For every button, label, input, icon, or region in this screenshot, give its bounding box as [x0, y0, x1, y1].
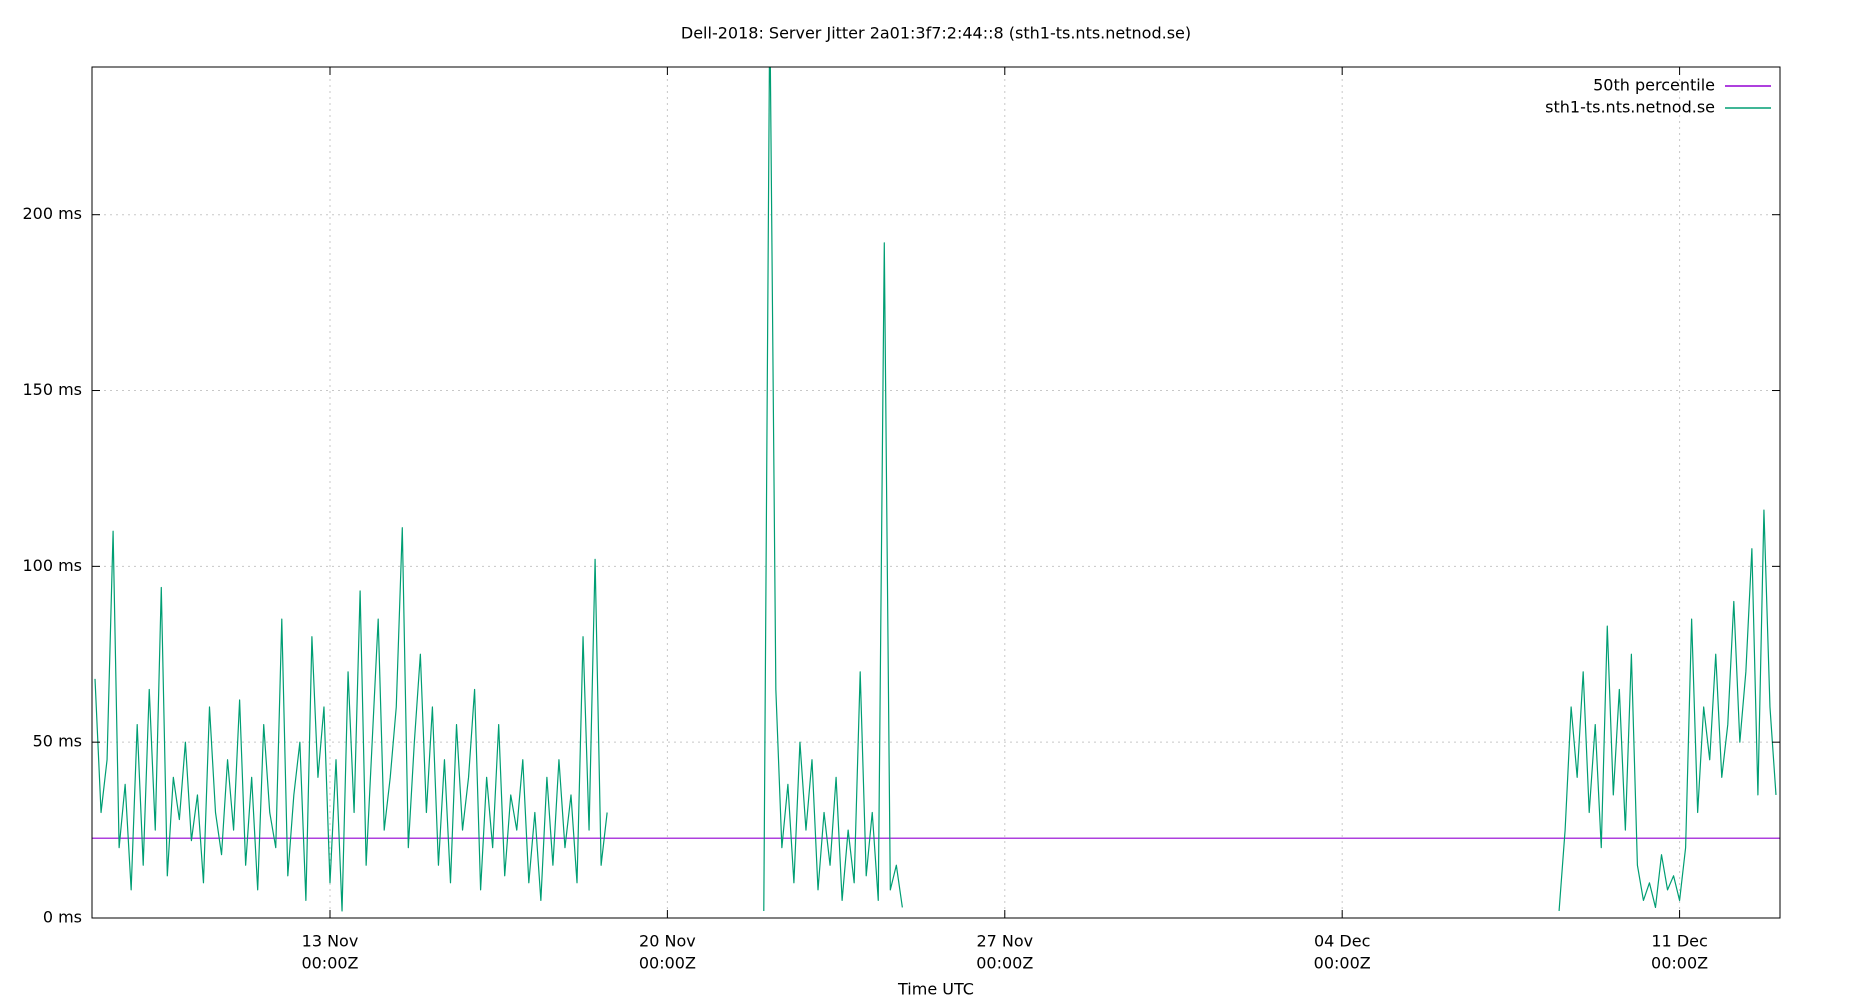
x-tick-label: 27 Nov [976, 932, 1033, 951]
legend-label: sth1-ts.nts.netnod.se [1545, 98, 1715, 117]
x-tick-label: 04 Dec [1314, 932, 1370, 951]
y-tick-label: 200 ms [22, 204, 82, 223]
x-axis-title: Time UTC [897, 980, 974, 999]
chart-title: Dell-2018: Server Jitter 2a01:3f7:2:44::… [681, 24, 1191, 43]
x-tick-label: 00:00Z [1314, 954, 1371, 973]
x-tick-label: 00:00Z [1651, 954, 1708, 973]
x-tick-label: 11 Dec [1651, 932, 1707, 951]
plot-frame [91, 66, 1781, 919]
x-tick-label: 13 Nov [302, 932, 359, 951]
series-line [94, 67, 1777, 912]
x-tick-label: 00:00Z [639, 954, 696, 973]
x-tick-label: 00:00Z [301, 954, 358, 973]
y-tick-label: 50 ms [33, 732, 82, 751]
y-tick-label: 150 ms [22, 380, 82, 399]
x-tick-label: 20 Nov [639, 932, 696, 951]
y-tick-label: 0 ms [43, 908, 82, 927]
x-tick-label: 00:00Z [976, 954, 1033, 973]
y-tick-label: 100 ms [22, 556, 82, 575]
legend-label: 50th percentile [1593, 76, 1715, 95]
